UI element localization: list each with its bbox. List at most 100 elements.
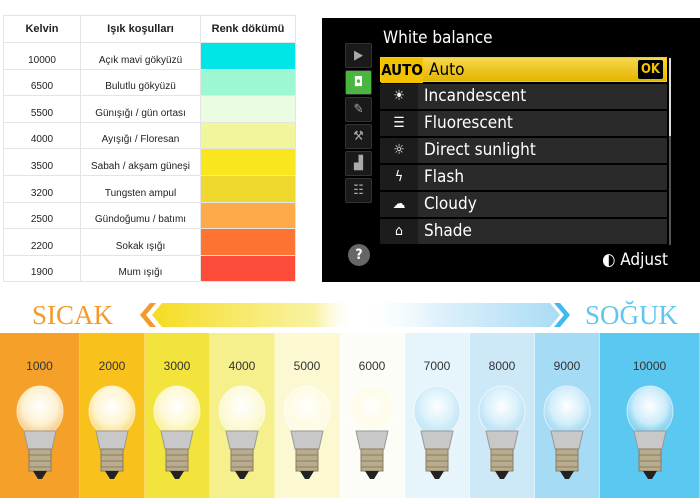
color-temperature-table: Kelvin Işık koşulları Renk dökümü 10000 A… — [3, 15, 296, 283]
header-condition: Işık koşulları — [80, 15, 201, 43]
light-bulb-icon — [283, 385, 331, 479]
kelvin-bulb-scale: 1000 2000 3000 4000 5000 6000 7000 8000 … — [0, 333, 700, 498]
kelvin-cell: 2500 — [3, 201, 81, 230]
color-swatch — [200, 228, 296, 256]
kelvin-label: 6000 — [358, 359, 386, 373]
menu-item-fluorescent[interactable]: ☰ Fluorescent — [380, 111, 667, 136]
menu-item-shade[interactable]: ⌂ Shade — [380, 219, 667, 244]
kelvin-cell: 3500 — [3, 148, 81, 176]
condition-cell: Sokak ışığı — [80, 228, 201, 256]
multi-selector-icon: ◐ — [602, 250, 621, 270]
header-color: Renk dökümü — [200, 15, 296, 43]
right-chevron-icon — [554, 303, 570, 327]
kelvin-cell: 10000 — [3, 42, 81, 70]
menu-item-label: Flash — [424, 167, 465, 187]
kelvin-panel: 7000 — [405, 333, 470, 498]
ok-badge: OK — [637, 60, 663, 79]
pencil-icon[interactable]: ✎ — [345, 97, 372, 122]
condition-cell: Bulutlu gökyüzü — [80, 68, 201, 97]
color-swatch — [200, 254, 296, 283]
condition-cell: Gündoğumu / batımı — [80, 201, 201, 230]
light-bulb-icon — [88, 385, 136, 479]
camera-icon[interactable]: ◘ — [345, 70, 372, 95]
kelvin-cell: 4000 — [3, 121, 81, 150]
help-icon[interactable]: ? — [348, 244, 370, 266]
adjust-label: Adjust — [620, 250, 668, 270]
menu-item-direct-sunlight[interactable]: ☼ Direct sunlight — [380, 138, 667, 163]
menu-item-flash[interactable]: ϟ Flash — [380, 165, 667, 190]
kelvin-cell: 1900 — [3, 254, 81, 283]
table-row: 6500 Bulutlu gökyüzü — [3, 68, 296, 97]
kelvin-panel: 5000 — [275, 333, 340, 498]
auto-icon: AUTO — [381, 58, 423, 83]
camera-white-balance-menu: White balance ▶ ◘ ✎ ⚒ ▟ ☷ AUTO Auto OK ☀ Incandes… — [322, 18, 700, 282]
light-bulb-icon — [478, 385, 526, 479]
adjust-hint: ◐ Adjust — [602, 250, 668, 270]
light-bulb-icon — [16, 385, 63, 479]
kelvin-panel: 4000 — [210, 333, 275, 498]
color-swatch — [200, 68, 296, 97]
condition-cell: Açık mavi gökyüzü — [80, 42, 201, 70]
kelvin-label: 2000 — [98, 359, 126, 373]
playback-icon[interactable]: ▶ — [345, 43, 372, 68]
menu-item-label: Auto — [429, 60, 465, 80]
menu-item-auto[interactable]: AUTO Auto OK — [380, 57, 667, 83]
kelvin-cell: 3200 — [3, 174, 81, 203]
condition-cell: Günışığı / gün ortası — [80, 95, 201, 123]
menu-item-cloudy[interactable]: ☁ Cloudy — [380, 192, 667, 217]
menu-item-label: Incandescent — [424, 86, 527, 106]
table-row: 3500 Sabah / akşam güneşi — [3, 148, 296, 176]
my-menu-icon[interactable]: ☷ — [345, 178, 372, 203]
condition-cell: Tungsten ampul — [80, 174, 201, 203]
table-row: 2500 Gündoğumu / batımı — [3, 201, 296, 230]
condition-cell: Sabah / akşam güneşi — [80, 148, 201, 176]
condition-cell: Mum ışığı — [80, 254, 201, 283]
table-row: 3200 Tungsten ampul — [3, 174, 296, 203]
kelvin-label: 10000 — [632, 359, 667, 373]
cool-label: SOĞUK — [585, 300, 679, 330]
shade-icon: ⌂ — [380, 219, 418, 244]
arrow-bar — [152, 303, 560, 327]
light-bulb-icon — [543, 385, 591, 479]
menu-item-incandescent[interactable]: ☀ Incandescent — [380, 84, 667, 109]
menu-item-label: Fluorescent — [424, 113, 513, 133]
flash-icon: ϟ — [380, 165, 418, 190]
retouch-icon[interactable]: ▟ — [345, 151, 372, 176]
kelvin-label: 5000 — [293, 359, 321, 373]
menu-item-label: Direct sunlight — [424, 140, 536, 160]
menu-title: White balance — [383, 28, 493, 48]
table-row: 1900 Mum ışığı — [3, 254, 296, 283]
light-bulb-icon — [626, 385, 673, 479]
left-chevron-icon — [140, 303, 156, 327]
fluorescent-icon: ☰ — [380, 111, 418, 136]
table-row: 5500 Günışığı / gün ortası — [3, 95, 296, 123]
kelvin-panel: 10000 — [600, 333, 700, 498]
kelvin-label: 1000 — [26, 359, 53, 373]
kelvin-label: 9000 — [553, 359, 581, 373]
cloud-icon: ☁ — [380, 192, 418, 217]
color-swatch — [200, 174, 296, 203]
color-swatch — [200, 95, 296, 123]
kelvin-label: 3000 — [163, 359, 191, 373]
kelvin-cell: 5500 — [3, 95, 81, 123]
table-row: 4000 Ayışığı / Floresan — [3, 121, 296, 150]
kelvin-panel: 3000 — [145, 333, 210, 498]
color-swatch — [200, 148, 296, 176]
warm-label: SICAK — [32, 300, 114, 330]
wrench-icon[interactable]: ⚒ — [345, 124, 372, 149]
color-swatch — [200, 201, 296, 230]
color-swatch — [200, 42, 296, 70]
kelvin-label: 7000 — [423, 359, 451, 373]
menu-item-label: Shade — [424, 221, 472, 241]
kelvin-panel: 2000 — [80, 333, 145, 498]
light-bulb-icon — [218, 385, 266, 479]
kelvin-label: 8000 — [488, 359, 516, 373]
light-bulb-icon — [348, 385, 396, 479]
light-bulb-icon — [413, 385, 461, 479]
kelvin-cell: 6500 — [3, 68, 81, 97]
kelvin-panel: 6000 — [340, 333, 405, 498]
kelvin-panel: 8000 — [470, 333, 535, 498]
light-bulb-icon — [153, 385, 201, 479]
table-row: 10000 Açık mavi gökyüzü — [3, 42, 296, 70]
scrollbar[interactable] — [669, 58, 671, 245]
